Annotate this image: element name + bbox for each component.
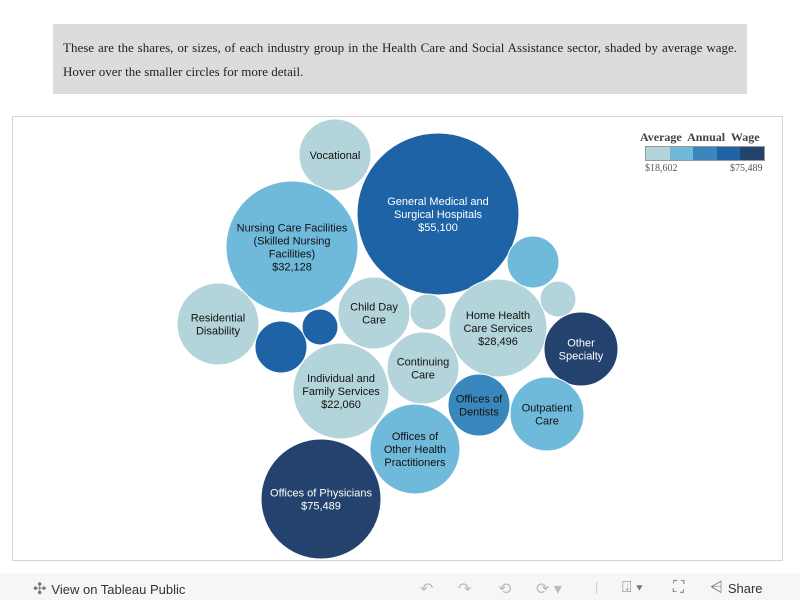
bubble[interactable]: [260, 438, 382, 560]
bubble-label: Residential Disability: [191, 313, 245, 338]
bubble-label: Outpatient Care: [522, 403, 573, 428]
bubble[interactable]: [447, 373, 511, 437]
share-label: Share: [727, 580, 763, 596]
legend-title: Average Annual Wage: [640, 130, 760, 144]
bubble[interactable]: [225, 180, 359, 314]
bubble-label: Nursing Care Facilities (Skilled Nursing F…: [237, 223, 348, 274]
refresh-icon[interactable]: ⟳ ▾: [536, 581, 562, 598]
undo-icon[interactable]: ↶: [420, 581, 434, 598]
bubble[interactable]: [356, 132, 520, 296]
bubble[interactable]: [254, 320, 308, 374]
bubble-label: Offices of Dentists: [456, 394, 503, 419]
bubble[interactable]: [298, 118, 372, 192]
bubble[interactable]: [509, 376, 585, 452]
bubble-label: Offices of Physicians $75,489: [270, 488, 372, 513]
legend-swatch: [716, 147, 741, 160]
share-button[interactable]: ⩤ Share: [710, 579, 763, 597]
bubble-label: Vocational: [310, 150, 361, 162]
viz-frame: [12, 116, 783, 561]
bubble[interactable]: [369, 403, 461, 495]
bubble-label: Child Day Care: [350, 302, 398, 327]
bubble-label: Individual and Family Services $22,060: [302, 373, 380, 411]
legend-max: $75,489: [730, 163, 763, 174]
legend-swatch: [693, 147, 717, 160]
redo-icon[interactable]: ↷: [458, 581, 472, 598]
bubble-label: Offices of Other Health Practitioners: [384, 431, 446, 469]
toolbar-divider: |: [595, 579, 599, 594]
intro-text: These are the shares, or sizes, of each …: [53, 24, 747, 94]
bubble[interactable]: [301, 308, 339, 346]
bubble[interactable]: [539, 280, 577, 318]
bubble[interactable]: [176, 282, 260, 366]
legend-swatch: [669, 147, 694, 160]
share-icon: ⩤: [710, 579, 723, 596]
bubble[interactable]: [409, 293, 447, 331]
bubble-label: Other Specialty: [559, 338, 604, 363]
bubble-label: Continuing Care: [397, 357, 450, 382]
view-label: View on Tableau Public: [51, 581, 186, 597]
bubble-label: General Medical and Surgical Hospitals $55…: [387, 196, 489, 234]
legend-min: $18,602: [645, 163, 678, 174]
fullscreen-icon[interactable]: ⛶: [673, 579, 685, 596]
view-on-tableau-link[interactable]: ✣ View on Tableau Public: [33, 579, 185, 599]
legend-swatch: [646, 147, 670, 160]
bubble[interactable]: [448, 278, 548, 378]
legend-swatch: [740, 147, 764, 160]
bubble[interactable]: [386, 331, 460, 405]
bubble[interactable]: [506, 235, 560, 289]
download-icon[interactable]: ⍗ ▾: [622, 579, 643, 596]
bubble[interactable]: [292, 342, 390, 440]
toolbar: ✣ View on Tableau Public ↶ ↷ ⟲ ⟳ ▾ | ⍗ ▾…: [0, 573, 800, 600]
bubble[interactable]: [543, 311, 619, 387]
revert-icon[interactable]: ⟲: [498, 581, 512, 598]
tableau-logo-icon: ✣: [33, 581, 47, 598]
legend-color-bar: [645, 146, 765, 161]
bubble-label: Home Health Care Services $28,496: [463, 310, 533, 348]
